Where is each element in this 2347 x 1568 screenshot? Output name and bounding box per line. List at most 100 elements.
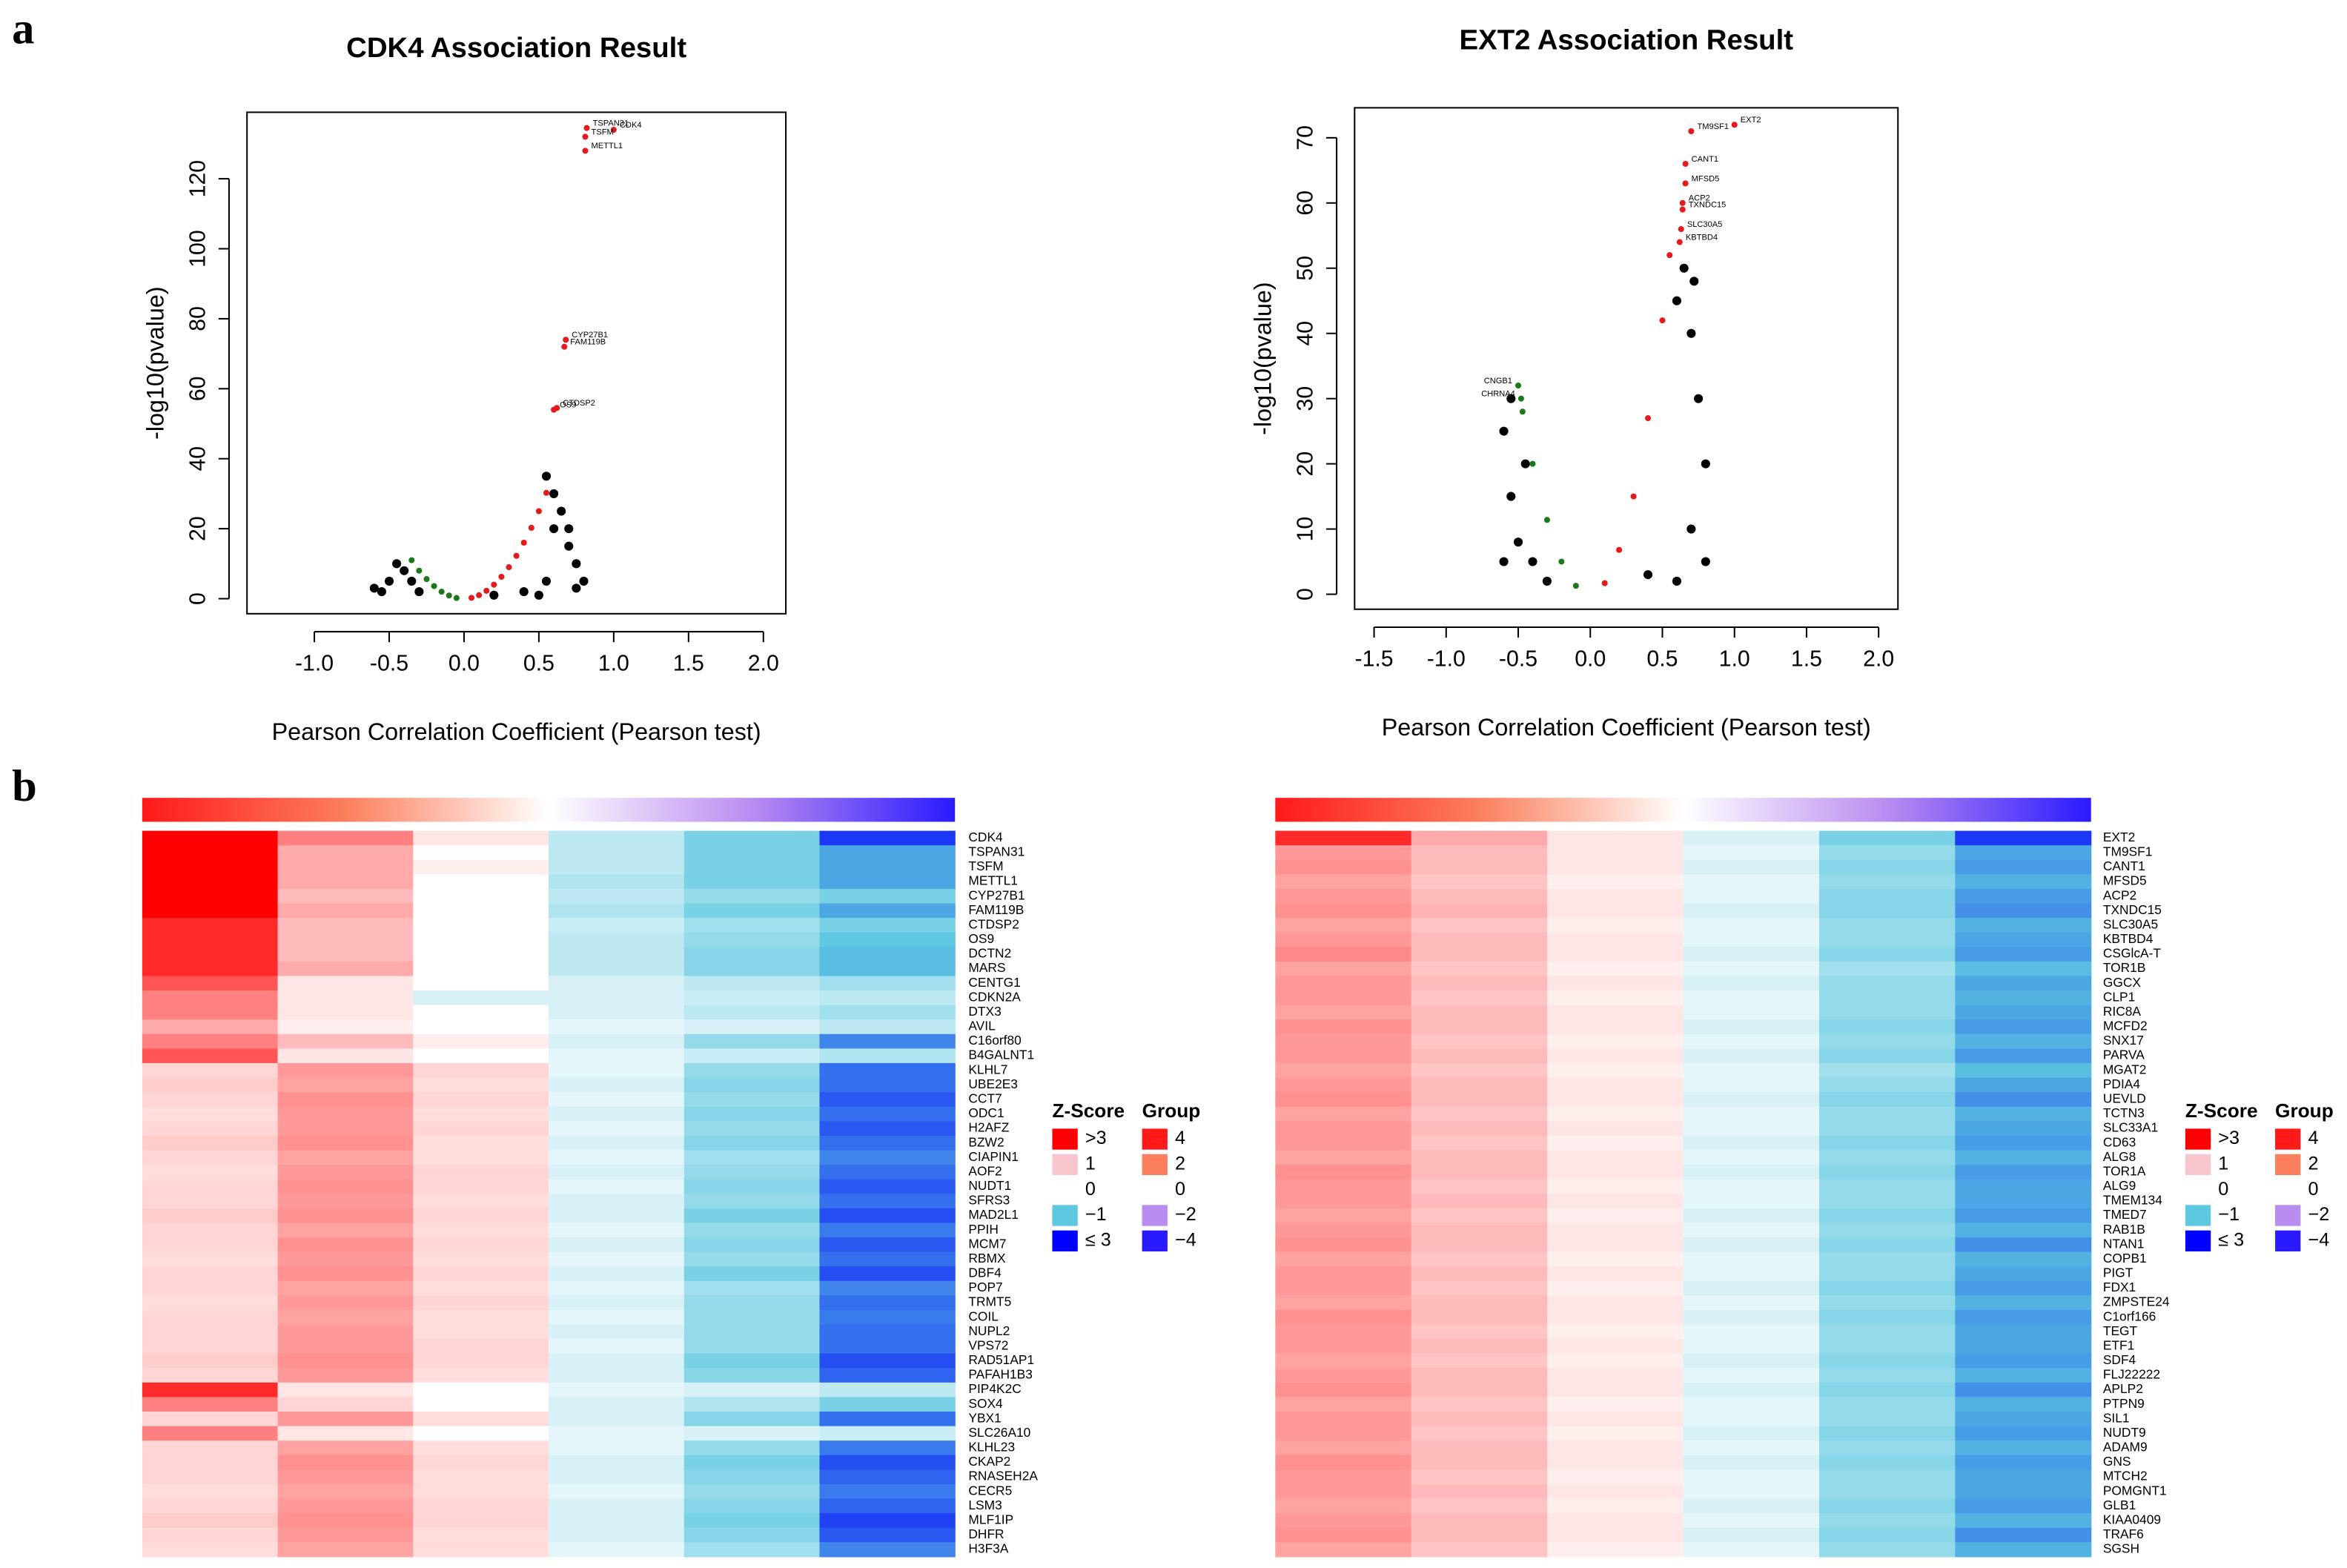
point [1542,576,1552,586]
heatmap-cell [549,1426,685,1441]
heatmap-cell [683,1498,821,1514]
heatmap-cell [277,1295,414,1311]
heatmap-cell [1275,1440,1412,1456]
heatmap-cell [277,932,414,947]
heatmap-cell [413,1527,549,1543]
row-label: PIP4K2C [968,1381,1021,1396]
heatmap-cell [1411,1280,1548,1296]
heatmap-cell [1955,1179,2092,1194]
heatmap-cell [683,1092,821,1108]
heatmap-cell [413,1266,549,1282]
point [543,489,550,496]
heatmap-cell [1955,1048,2092,1064]
row-label: ALG9 [2103,1178,2136,1193]
row-label: TRMT5 [968,1294,1011,1309]
heatmap-cell [277,1455,414,1470]
row-label: RIC8A [2103,1004,2142,1019]
heatmap-cell [142,1426,279,1441]
heatmap-cell [549,1062,685,1079]
heatmap-cell [142,1048,279,1064]
x-tick-label: 2.0 [1863,646,1894,671]
row-label: CDKN2A [968,989,1021,1004]
point [1517,395,1524,402]
row-label: DTX3 [968,1004,1001,1019]
heatmap-cell [1275,1280,1412,1296]
heatmap-cell [683,1062,821,1079]
point-label: TSPAN31 [593,119,629,128]
row-label: SIL1 [2103,1410,2130,1425]
heatmap-cell [142,1469,279,1485]
heatmap-cell [1411,1426,1548,1441]
point-label: TXNDC15 [1689,200,1727,209]
heatmap-cell [683,1033,821,1049]
heatmap-cell [683,1353,821,1369]
row-label: DBF4 [968,1266,1002,1280]
point [610,126,617,133]
heatmap-cell [413,1150,549,1165]
point [369,583,379,593]
heatmap-cell [1547,1266,1684,1282]
heatmap-cell [142,1121,279,1137]
heatmap-cell [1818,1397,1956,1412]
point [438,589,445,595]
heatmap-cell [277,1440,414,1456]
heatmap-cell [1818,990,1956,1006]
heatmap-cell [683,874,821,890]
heatmap-cell [1683,1077,1820,1093]
row-label: GNS [2103,1454,2131,1469]
heatmap-cell [142,1019,279,1035]
row-label: KLHL23 [968,1440,1015,1455]
heatmap-cell [1683,1165,1820,1180]
heatmap-cell [142,1077,279,1093]
point [1529,460,1536,467]
heatmap-cell [1683,1483,1820,1500]
heatmap-cell [1818,1179,1956,1194]
heatmap-cell [142,1483,279,1500]
heatmap-cell [819,1062,956,1079]
heatmap-cell [277,990,414,1006]
point [1676,239,1683,245]
heatmap-cell [1547,845,1684,861]
heatmap-cell [1547,1237,1684,1253]
heatmap-cell [1411,918,1548,933]
heatmap-cell [1955,1368,2092,1383]
heatmap-cell [1411,1237,1548,1253]
point [1682,180,1689,187]
point [1701,557,1710,566]
heatmap-cell [819,918,956,933]
row-label: NUDT9 [2103,1425,2146,1440]
heatmap-cell [277,1237,414,1253]
point [1499,557,1509,566]
heatmap-cell [1411,1513,1548,1529]
heatmap-cell [413,1280,549,1296]
legend-swatch [2275,1154,2301,1175]
point [582,133,589,140]
heatmap-cell [1411,1062,1548,1079]
heatmap-cell [1683,1194,1820,1209]
legend-label: ≤ 3 [1085,1230,1111,1251]
heatmap-cell [1275,1179,1412,1194]
heatmap-cell [819,1077,956,1093]
legend-swatch [1142,1205,1168,1226]
heatmap-cell [683,976,821,991]
row-label: KIAA0409 [2103,1512,2161,1526]
heatmap-cell [1683,1150,1820,1165]
heatmap-cell [1818,1106,1956,1122]
heatmap-cell [1683,976,1820,991]
heatmap-cell [1683,1469,1820,1485]
heatmap-cell [1547,1251,1684,1267]
heatmap-cell [1547,1208,1684,1224]
heatmap-cell [1411,874,1548,890]
x-tick-label: 0.5 [1646,646,1678,671]
heatmap-cell [819,1106,956,1122]
heatmap-cell [1547,947,1684,962]
row-label: MCFD2 [2103,1019,2148,1033]
heatmap-cell [819,1208,956,1224]
heatmap-cell [1683,1280,1820,1296]
heatmap-cell [1683,1106,1820,1122]
heatmap-cell [1411,1150,1548,1165]
row-label: CECR5 [968,1483,1012,1498]
heatmap-cell [1818,1194,1956,1209]
heatmap-cell [142,1280,279,1296]
legend-swatch [2185,1230,2211,1251]
